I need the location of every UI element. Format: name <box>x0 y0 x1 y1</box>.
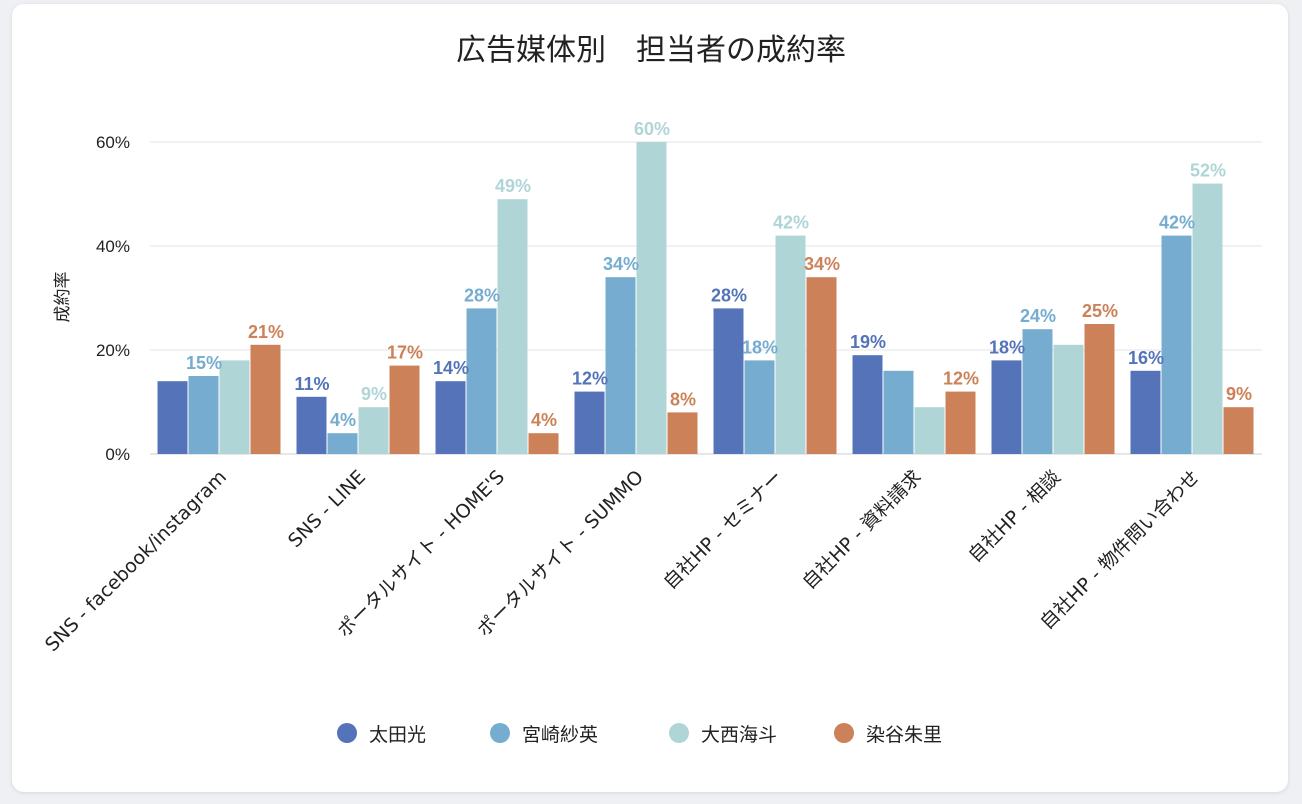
bar <box>991 360 1022 454</box>
bar <box>1161 235 1192 454</box>
data-label: 34% <box>603 254 639 274</box>
x-category-label: ポータルサイト - SUMMO <box>473 466 648 641</box>
y-axis-ticks: 0% 20% 40% 60% <box>96 133 130 464</box>
data-label: 19% <box>850 332 886 352</box>
legend-marker <box>490 723 510 743</box>
y-tick-label: 40% <box>96 237 130 256</box>
bar <box>250 344 281 454</box>
bar <box>806 277 837 454</box>
x-category-label: SNS - LINE <box>284 466 370 552</box>
bar <box>605 277 636 454</box>
bar <box>188 376 219 454</box>
bar <box>883 370 914 454</box>
bar <box>636 142 667 454</box>
data-label: 18% <box>989 337 1025 357</box>
x-category-label: 自社HP - 資料請求 <box>798 466 926 594</box>
x-axis-categories: SNS - facebook/instagram SNS - LINE ポータルサイ… <box>41 466 1204 656</box>
data-label: 4% <box>330 410 356 430</box>
data-label: 60% <box>634 119 670 139</box>
legend-marker <box>669 723 689 743</box>
bar <box>435 381 466 454</box>
x-category-label: 自社HP - セミナー <box>659 466 787 594</box>
bar <box>852 355 883 454</box>
data-label: 24% <box>1020 306 1056 326</box>
data-label: 9% <box>1226 384 1252 404</box>
bar <box>358 407 389 454</box>
x-category-label: SNS - facebook/instagram <box>41 466 231 656</box>
bar <box>1130 370 1161 454</box>
bar <box>713 308 744 454</box>
data-label: 28% <box>711 285 747 305</box>
bar <box>775 235 806 454</box>
bar <box>1223 407 1254 454</box>
data-label: 42% <box>773 213 809 233</box>
bars <box>157 142 1254 454</box>
data-label: 28% <box>464 285 500 305</box>
legend-label: 大西海斗 <box>701 724 777 746</box>
data-label: 25% <box>1082 301 1118 321</box>
legend-label: 染谷朱里 <box>866 724 942 746</box>
data-label: 4% <box>531 410 557 430</box>
data-label: 17% <box>387 343 423 363</box>
data-label: 15% <box>186 353 222 373</box>
legend-label: 太田光 <box>369 724 426 746</box>
data-label: 14% <box>433 358 469 378</box>
data-label: 12% <box>943 369 979 389</box>
data-label: 49% <box>495 176 531 196</box>
data-label: 21% <box>248 322 284 342</box>
bar <box>667 412 698 454</box>
y-tick-label: 0% <box>105 445 130 464</box>
data-label: 42% <box>1159 213 1195 233</box>
bar <box>389 365 420 454</box>
data-label: 18% <box>742 337 778 357</box>
y-axis-label: 成約率 <box>53 272 73 323</box>
bar <box>497 199 528 454</box>
y-tick-label: 20% <box>96 341 130 360</box>
bar <box>296 396 327 454</box>
bar <box>914 407 945 454</box>
chart-title: 広告媒体別 担当者の成約率 <box>456 33 846 68</box>
bar <box>219 360 250 454</box>
legend-label: 宮崎紗英 <box>522 724 598 746</box>
bar <box>744 360 775 454</box>
data-labels: 11% 14% 12% 28% 19% 18% 16% 15% 4% 28% 34% 18% 24% 42… <box>186 119 1252 430</box>
x-category-label: 自社HP - 物件問い合わせ <box>1036 466 1204 634</box>
x-category-label: 自社HP - 相談 <box>964 466 1065 567</box>
data-label: 34% <box>804 254 840 274</box>
bar <box>1192 183 1223 454</box>
bar <box>157 381 188 454</box>
y-tick-label: 60% <box>96 133 130 152</box>
legend-marker <box>834 723 854 743</box>
bar <box>945 391 976 454</box>
bar <box>528 433 559 454</box>
bar <box>1084 324 1115 454</box>
bar <box>327 433 358 454</box>
data-label: 8% <box>670 389 696 409</box>
bar <box>1022 329 1053 454</box>
bar <box>574 391 605 454</box>
bar <box>466 308 497 454</box>
data-label: 9% <box>361 384 387 404</box>
data-label: 11% <box>294 374 329 394</box>
data-label: 12% <box>572 369 608 389</box>
legend-marker <box>337 723 357 743</box>
bar <box>1053 344 1084 454</box>
data-label: 16% <box>1128 348 1164 368</box>
data-label: 52% <box>1190 161 1226 181</box>
legend: 太田光 宮崎紗英 大西海斗 染谷朱里 <box>337 723 942 746</box>
